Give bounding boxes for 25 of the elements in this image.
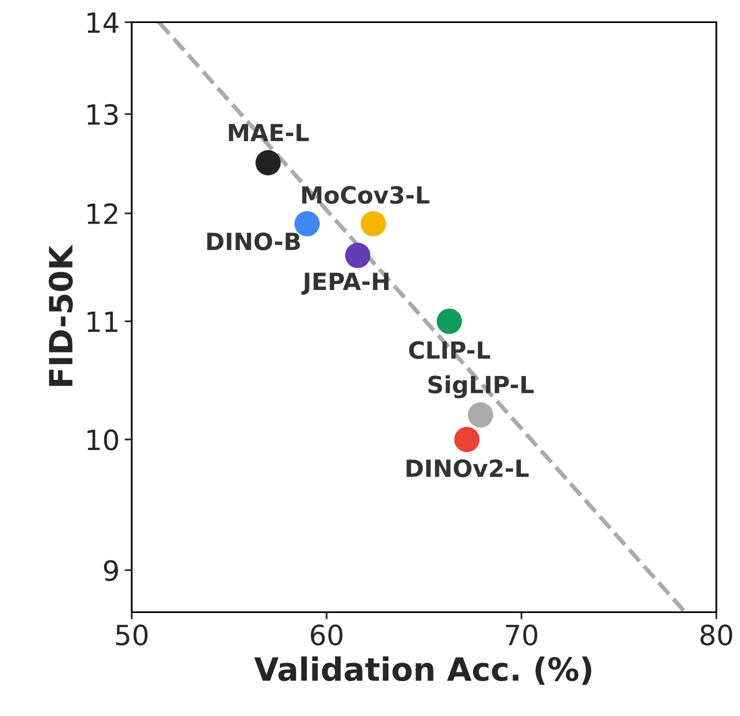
point: [256, 150, 281, 176]
point: [360, 211, 386, 236]
x-tick-label: 50: [116, 624, 148, 646]
point: [436, 308, 462, 334]
point: [468, 402, 494, 428]
series-label: CLIP-L: [409, 341, 490, 359]
point: [345, 242, 370, 268]
y-tick-label: 11: [88, 312, 118, 332]
y-tick-label: 9: [104, 560, 118, 582]
x-tick-label: 70: [506, 624, 538, 646]
series-label: JEPA-H: [301, 272, 388, 295]
series-label: DINO-B: [207, 232, 300, 250]
y-tick-label: 14: [88, 12, 118, 33]
y-tick-label: 13: [88, 104, 118, 126]
y-tick-label: 12: [88, 203, 118, 224]
series-label: MoCov3-L: [302, 186, 430, 204]
series-label: MAE-L: [228, 124, 309, 142]
y-axis-title: FID-50K: [48, 244, 73, 386]
x-tick-label: 80: [700, 624, 732, 646]
series-label: SigLIP-L: [428, 375, 534, 398]
x-tick-label: 60: [310, 624, 342, 646]
series-label: DINOv2-L: [406, 459, 529, 478]
x-axis-title: Validation Acc. (%): [254, 656, 592, 685]
point: [454, 426, 480, 452]
y-tick-label: 10: [88, 429, 118, 450]
